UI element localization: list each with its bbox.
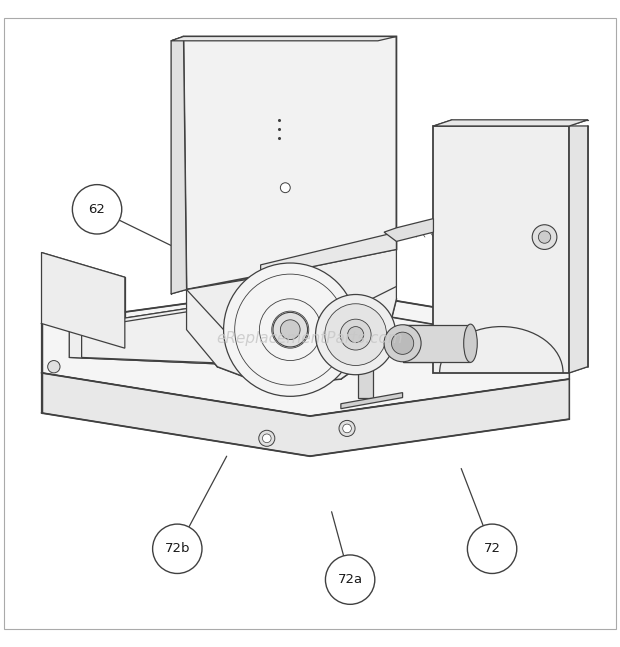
Circle shape (532, 225, 557, 250)
Circle shape (73, 184, 122, 234)
Circle shape (316, 294, 396, 375)
Polygon shape (82, 297, 319, 366)
Polygon shape (384, 219, 433, 241)
Circle shape (384, 325, 421, 362)
Circle shape (391, 332, 414, 355)
Circle shape (339, 421, 355, 437)
Circle shape (340, 319, 371, 350)
Polygon shape (184, 36, 396, 290)
Polygon shape (341, 393, 402, 409)
Polygon shape (42, 373, 569, 456)
Polygon shape (358, 324, 373, 397)
Text: 72b: 72b (164, 542, 190, 555)
Polygon shape (187, 250, 396, 385)
Polygon shape (42, 252, 125, 348)
Circle shape (325, 303, 386, 366)
Circle shape (326, 555, 375, 604)
Ellipse shape (464, 324, 477, 362)
Circle shape (538, 231, 551, 243)
Polygon shape (569, 126, 588, 373)
Polygon shape (69, 294, 332, 367)
Polygon shape (42, 287, 569, 416)
Text: 72: 72 (484, 542, 500, 555)
Circle shape (48, 360, 60, 373)
Text: 62: 62 (89, 203, 105, 216)
Polygon shape (171, 36, 187, 294)
Polygon shape (402, 325, 471, 362)
Circle shape (280, 182, 290, 193)
Circle shape (153, 524, 202, 573)
Circle shape (259, 430, 275, 446)
Circle shape (348, 327, 364, 343)
Text: 72a: 72a (337, 573, 363, 586)
Circle shape (343, 424, 352, 433)
Polygon shape (260, 232, 396, 277)
Circle shape (280, 320, 300, 340)
Polygon shape (433, 120, 588, 126)
Polygon shape (260, 357, 353, 385)
Circle shape (278, 370, 293, 384)
Polygon shape (433, 126, 569, 373)
Polygon shape (171, 36, 396, 41)
Circle shape (262, 434, 271, 443)
Circle shape (273, 313, 308, 347)
Circle shape (467, 524, 516, 573)
Polygon shape (187, 250, 396, 330)
Circle shape (224, 263, 357, 397)
Text: eReplacementParts.com: eReplacementParts.com (216, 331, 404, 346)
